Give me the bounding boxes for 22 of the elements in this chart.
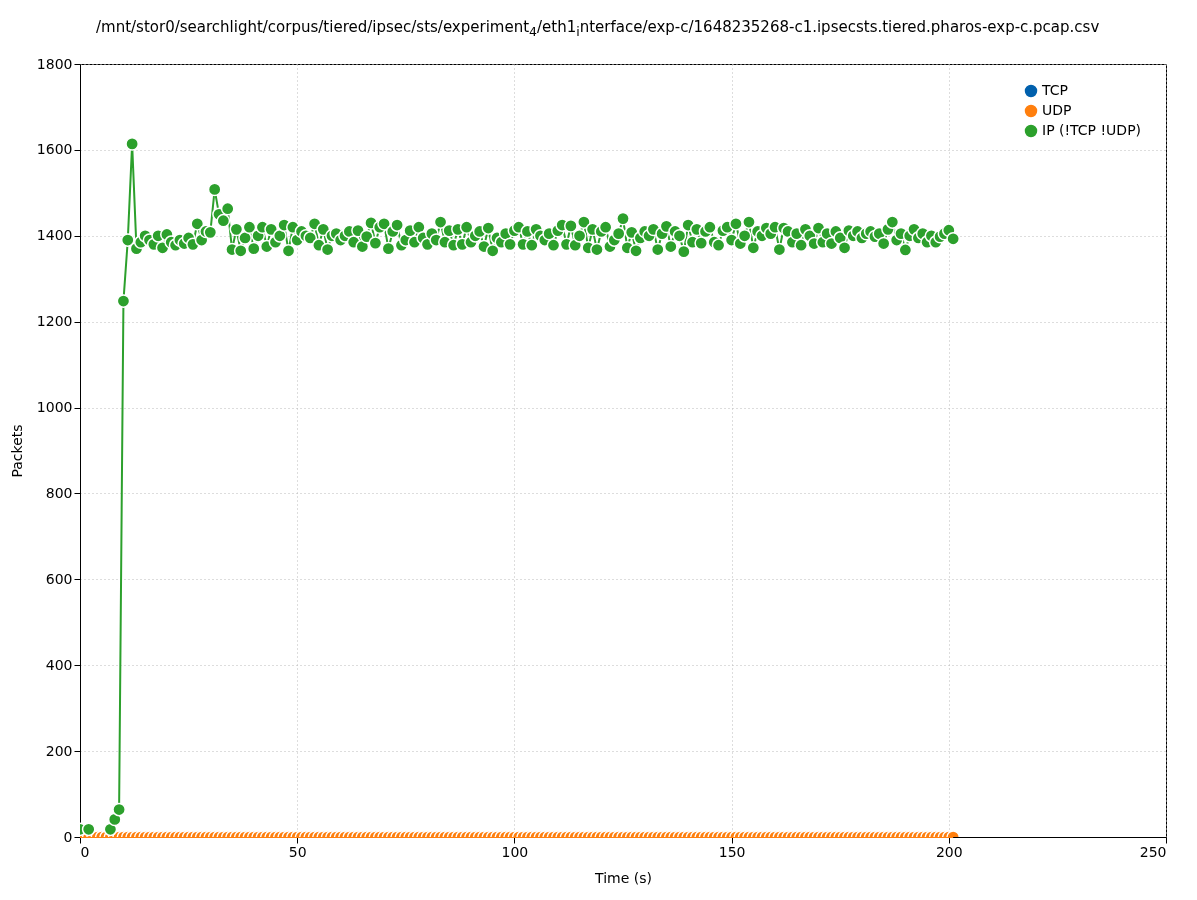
x-axis-title: Time (s): [594, 869, 652, 886]
y-tick-label: 1200: [36, 313, 73, 330]
y-tick-label: 1800: [36, 55, 73, 72]
y-tick-label: 200: [45, 742, 73, 759]
x-tick-label: 100: [501, 843, 529, 860]
legend-label: IP (!TCP !UDP): [1042, 122, 1142, 138]
y-axis-title: Packets: [8, 424, 25, 478]
legend-label: TCP: [1041, 82, 1068, 98]
x-tick-label: 150: [718, 843, 746, 860]
legend-label: UDP: [1042, 102, 1072, 118]
x-tick-label: 250: [1139, 843, 1167, 860]
y-tick-label: 400: [45, 656, 73, 673]
x-tick-label: 0: [80, 843, 90, 860]
y-tick-label: 1000: [36, 399, 73, 416]
x-tick-label: 200: [935, 843, 963, 860]
y-tick-label: 800: [45, 484, 73, 501]
y-tick-label: 600: [45, 570, 73, 587]
y-tick-label: 0: [63, 828, 73, 845]
x-tick-label: 50: [288, 843, 307, 860]
chart-title: /mnt/stor0/searchlight/corpus/tiered/ipsec/sts/experiment$_{4}$/eth1$_{i}$nterface/exp-c/1648235268-c1.ipsecsts.tiered.pharos-exp-c.pcap.csv: [96, 18, 1101, 39]
y-tick-label: 1600: [36, 141, 73, 158]
y-tick-label: 1400: [36, 227, 73, 244]
